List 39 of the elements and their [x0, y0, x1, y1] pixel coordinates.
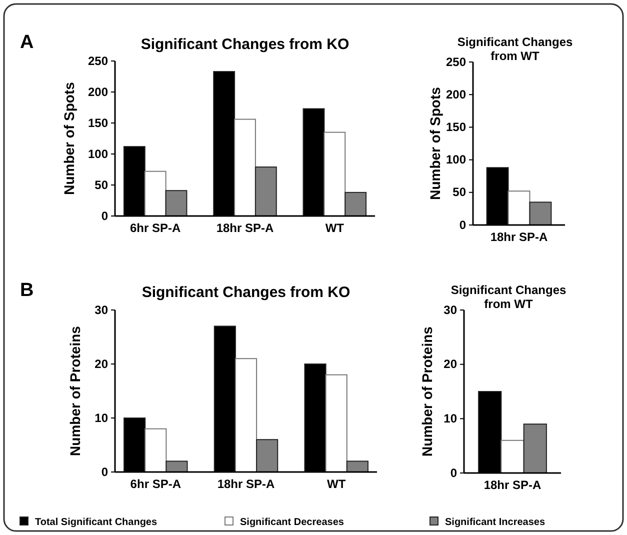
y-axis-title: Number of Spots	[61, 82, 77, 195]
x-tick-label: 18hr SP-A	[490, 230, 548, 244]
y-tick-label: 250	[88, 54, 108, 68]
y-tick-label: 0	[450, 466, 458, 480]
y-tick-label: 10	[94, 410, 108, 425]
legend-label: Total Significant Changes	[35, 517, 158, 528]
y-axis-title: Number of Proteins	[419, 326, 435, 456]
chart-title: Significant Changes from KO	[140, 36, 350, 53]
y-tick-label: 10	[444, 412, 458, 426]
y-axis-title: Number of Proteins	[67, 326, 83, 456]
text: B	[20, 280, 34, 301]
chart-title: Significant Changes from KO	[142, 284, 351, 301]
y-tick-label: 50	[452, 185, 466, 200]
x-tick-label: 18hr SP-A	[216, 221, 274, 236]
y-tick-label: 20	[444, 357, 458, 372]
y-tick-label: 100	[88, 146, 108, 161]
y-tick-label: 200	[446, 87, 466, 102]
y-tick-label: 30	[94, 302, 108, 317]
y-tick-label: 30	[444, 302, 458, 317]
y-tick-label: 150	[88, 116, 108, 130]
y-tick-label: 100	[446, 152, 466, 167]
x-tick-label: 18hr SP-A	[484, 478, 542, 492]
legend-label: Significant Increases	[445, 517, 546, 528]
y-tick-label: 250	[446, 54, 466, 69]
x-tick-label: 6hr SP-A	[130, 477, 182, 492]
y-tick-label: 50	[94, 178, 108, 192]
x-tick-label: WT	[327, 477, 346, 492]
y-tick-label: 0	[101, 208, 108, 223]
x-tick-label: 18hr SP-A	[217, 477, 276, 492]
y-tick-label: 150	[446, 120, 466, 134]
legend-label: Significant Decreases	[240, 517, 344, 528]
y-axis-title: Number of Spots	[427, 86, 443, 200]
y-tick-label: 20	[94, 356, 108, 371]
x-tick-label: WT	[325, 221, 345, 236]
y-tick-label: 200	[88, 84, 108, 99]
y-tick-label: 0	[101, 464, 108, 479]
y-tick-label: 0	[459, 218, 466, 232]
x-tick-label: 6hr SP-A	[130, 221, 182, 236]
text: A	[20, 32, 34, 53]
